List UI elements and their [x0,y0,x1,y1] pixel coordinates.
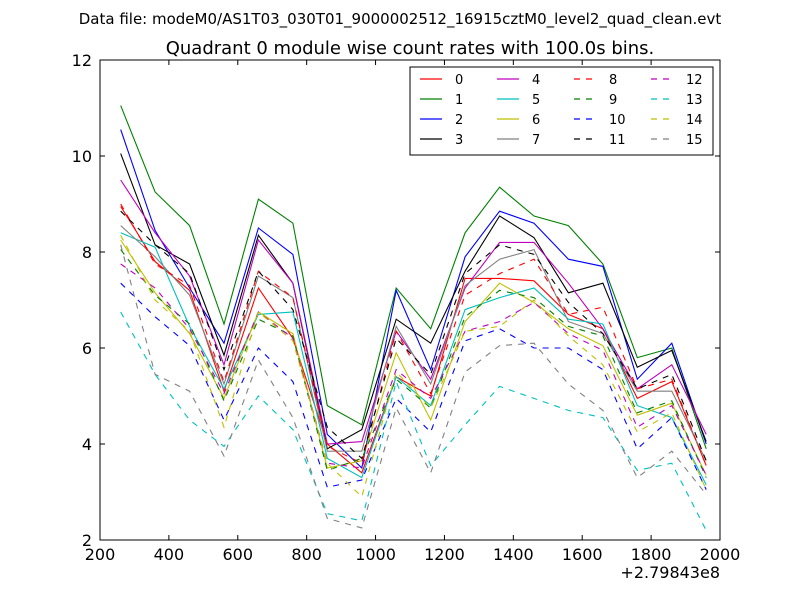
legend-label-0: 0 [455,73,463,88]
legend-label-8: 8 [609,73,617,88]
x-offset-label: +2.79843e8 [620,563,720,582]
legend-label-13: 13 [686,93,703,108]
series-line-7 [120,225,707,462]
x-tick-label: 1200 [424,545,465,564]
y-tick-label: 8 [82,243,92,262]
legend-label-2: 2 [455,113,463,128]
series-line-4 [120,179,707,445]
series-layer [120,105,707,531]
x-tick-label: 1600 [562,545,603,564]
x-tick-label: 2000 [700,545,741,564]
x-tick-label: 200 [85,545,116,564]
series-line-13 [120,311,707,531]
x-tick-label: 1400 [493,545,534,564]
legend-label-7: 7 [532,133,540,148]
y-tick-label: 2 [82,531,92,550]
x-tick-label: 1800 [631,545,672,564]
legend-label-6: 6 [532,113,540,128]
legend-label-1: 1 [455,93,463,108]
ticks-layer: 200 400 600 800 1000 1200 1400 1600 1800 2000 2 4 6 8… [72,51,741,564]
legend-label-3: 3 [455,133,463,148]
legend-label-5: 5 [532,93,540,108]
series-line-2 [120,129,707,470]
series-line-15 [120,244,707,529]
legend-label-14: 14 [686,113,703,128]
y-tick-label: 10 [72,147,92,166]
x-tick-label: 600 [223,545,254,564]
chart-title: Quadrant 0 module wise count rates with … [166,38,655,59]
legend-label-10: 10 [609,113,626,128]
series-line-10 [120,282,707,490]
x-tick-label: 1000 [355,545,396,564]
legend-label-15: 15 [686,133,703,148]
y-tick-label: 12 [72,51,92,70]
y-tick-label: 4 [82,435,92,454]
series-line-1 [120,105,707,449]
suptitle: Data file: modeM0/AS1T03_030T01_90000025… [79,10,722,29]
series-line-12 [120,263,707,476]
legend-frame [409,66,714,156]
series-line-14 [120,234,707,498]
legend-label-12: 12 [686,73,703,88]
series-line-0 [120,206,707,474]
x-tick-label: 800 [291,545,322,564]
y-tick-label: 6 [82,339,92,358]
series-line-3 [120,153,707,450]
legend-label-4: 4 [532,73,540,88]
series-line-5 [120,232,707,486]
legend-label-9: 9 [609,93,617,108]
series-line-9 [120,249,707,478]
legend-label-11: 11 [609,133,626,148]
series-line-11 [120,210,707,462]
x-tick-label: 400 [154,545,185,564]
axes-frame [99,59,721,541]
series-line-8 [120,203,707,466]
